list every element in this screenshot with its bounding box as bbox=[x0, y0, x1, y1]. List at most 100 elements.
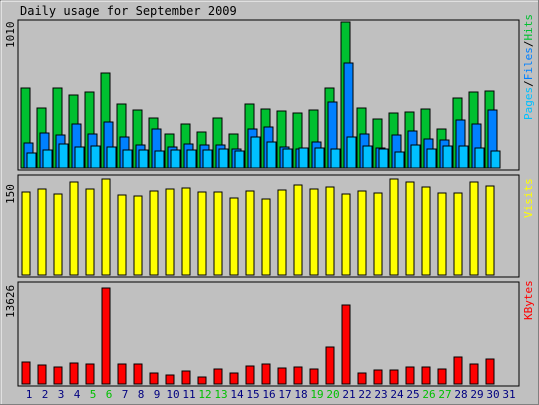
visits-bar bbox=[21, 191, 31, 276]
visits-bar bbox=[325, 186, 335, 276]
day-label: 23 bbox=[374, 388, 387, 401]
kbytes-bar bbox=[261, 363, 271, 385]
visits-bar bbox=[373, 192, 383, 276]
pages-bar bbox=[154, 150, 165, 169]
kbytes-bar bbox=[341, 304, 351, 385]
kbytes-bar bbox=[117, 363, 127, 385]
day-label: 5 bbox=[90, 388, 97, 401]
visits-bar bbox=[293, 184, 303, 276]
pages-bar bbox=[426, 148, 437, 169]
visits-bar bbox=[133, 195, 143, 276]
chart-bars bbox=[20, 21, 501, 385]
visits-bar bbox=[149, 190, 159, 276]
day-label: 20 bbox=[326, 388, 339, 401]
day-label: 22 bbox=[358, 388, 371, 401]
day-label: 3 bbox=[58, 388, 65, 401]
day-label: 6 bbox=[106, 388, 113, 401]
visits-bar bbox=[309, 188, 319, 276]
kbytes-bar bbox=[101, 287, 111, 385]
visits-bar bbox=[165, 188, 175, 276]
visits-bar bbox=[277, 189, 287, 276]
legend-item: Visits bbox=[522, 178, 535, 218]
visits-bar bbox=[213, 191, 223, 276]
visits-bar bbox=[37, 188, 47, 276]
visits-bar bbox=[453, 192, 463, 276]
pages-bar bbox=[106, 146, 117, 169]
day-label: 10 bbox=[166, 388, 179, 401]
day-label: 28 bbox=[454, 388, 467, 401]
kbytes-bar bbox=[373, 369, 383, 385]
pages-bar bbox=[282, 148, 293, 169]
legend-pages-files-hits: Pages/Files/Hits bbox=[522, 14, 535, 120]
day-label: 15 bbox=[246, 388, 259, 401]
kbytes-bar bbox=[245, 365, 255, 385]
pages-bar bbox=[234, 150, 245, 169]
visits-bar bbox=[229, 197, 239, 276]
visits-bar bbox=[485, 185, 495, 276]
day-label: 2 bbox=[42, 388, 49, 401]
kbytes-bar bbox=[277, 367, 287, 385]
kbytes-bar bbox=[21, 361, 31, 385]
day-label: 7 bbox=[122, 388, 129, 401]
kbytes-bar bbox=[37, 364, 47, 385]
visits-bar bbox=[181, 187, 191, 276]
kbytes-bar bbox=[437, 368, 447, 385]
kbytes-ymax-label: 13626 bbox=[4, 285, 17, 318]
pages-bar bbox=[266, 141, 277, 169]
day-label: 24 bbox=[390, 388, 404, 401]
pages-bar bbox=[250, 136, 261, 169]
visits-bar bbox=[405, 181, 415, 276]
pages-bar bbox=[346, 136, 357, 169]
day-label: 27 bbox=[438, 388, 451, 401]
pages-bar bbox=[442, 145, 453, 169]
visits-bar bbox=[85, 188, 95, 276]
visits-bar bbox=[389, 178, 399, 276]
day-label: 4 bbox=[74, 388, 81, 401]
kbytes-bar bbox=[165, 374, 175, 385]
visits-bar bbox=[469, 181, 479, 276]
day-label: 11 bbox=[182, 388, 195, 401]
legend-item: Files bbox=[522, 47, 535, 80]
legend-item: / bbox=[522, 41, 535, 48]
day-label: 9 bbox=[154, 388, 161, 401]
visits-bar bbox=[245, 190, 255, 276]
pages-bar bbox=[90, 145, 101, 169]
pages-bar bbox=[362, 145, 373, 169]
pages-bar bbox=[170, 149, 181, 169]
kbytes-bar bbox=[325, 346, 335, 385]
day-label: 21 bbox=[342, 388, 355, 401]
pages-bar bbox=[218, 148, 229, 169]
pages-bar bbox=[330, 148, 341, 169]
day-label: 29 bbox=[470, 388, 483, 401]
kbytes-bar bbox=[133, 363, 143, 385]
kbytes-bar bbox=[85, 363, 95, 385]
visits-bar bbox=[437, 192, 447, 276]
day-label: 26 bbox=[422, 388, 435, 401]
kbytes-bar bbox=[213, 368, 223, 385]
pages-bar bbox=[394, 151, 405, 169]
visits-bar bbox=[421, 186, 431, 276]
visits-bar bbox=[117, 194, 127, 276]
kbytes-bar bbox=[229, 372, 239, 385]
pages-bar bbox=[458, 145, 469, 169]
kbytes-bar bbox=[405, 366, 415, 385]
pages-bar bbox=[42, 149, 53, 169]
pages-bar bbox=[298, 147, 309, 169]
day-label: 30 bbox=[486, 388, 499, 401]
visits-bar bbox=[357, 190, 367, 276]
kbytes-bar bbox=[53, 366, 63, 385]
day-label: 31 bbox=[502, 388, 515, 401]
legend-kbytes: KBytes bbox=[522, 280, 535, 320]
day-label: 25 bbox=[406, 388, 419, 401]
legend-item: Hits bbox=[522, 14, 535, 41]
visits-bar bbox=[101, 178, 111, 276]
day-label: 1 bbox=[26, 388, 33, 401]
visits-bar bbox=[261, 198, 271, 276]
day-label: 16 bbox=[262, 388, 275, 401]
kbytes-bar bbox=[197, 376, 207, 385]
visits-bar bbox=[53, 193, 63, 276]
kbytes-bar bbox=[357, 372, 367, 385]
chart-title: Daily usage for September 2009 bbox=[20, 4, 237, 18]
legend-item: KBytes bbox=[522, 280, 535, 320]
